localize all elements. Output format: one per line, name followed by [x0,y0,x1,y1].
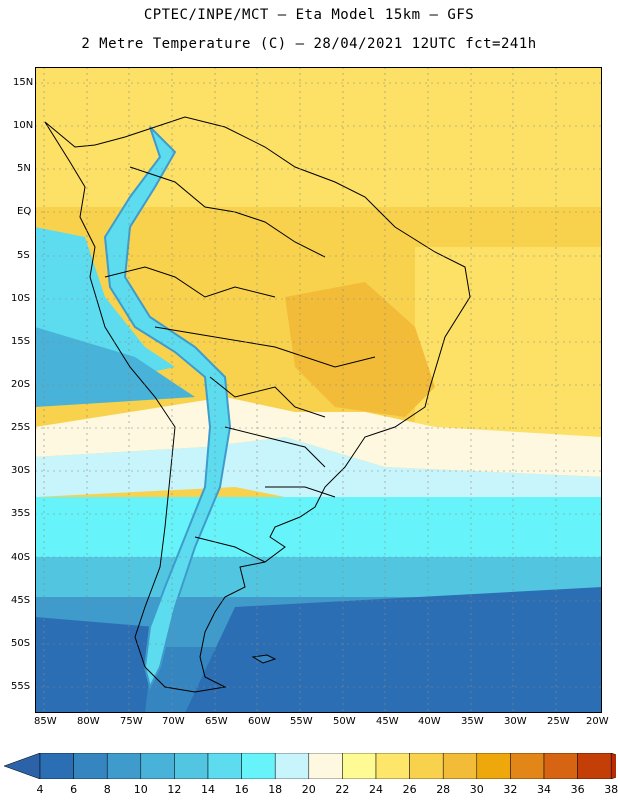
colorbar-cell [174,753,209,779]
colorbar-cell [274,753,310,779]
colorbar-tick-label: 14 [201,783,215,796]
colorbar-cell [308,753,343,779]
lon-label: 35W [461,716,484,727]
lat-label: 55S [11,681,31,692]
colorbar-tick-label: 34 [537,783,551,796]
colorbar-tick-label: 38 [604,783,618,796]
colorbar-cell [73,753,108,779]
lat-label: 20S [11,379,31,390]
colorbar-cell [476,753,511,779]
lat-label: 40S [11,552,31,563]
colorbar-cell [342,753,377,779]
colorbar [4,753,616,779]
lon-label: 45W [376,716,399,727]
colorbar-cell [409,753,444,779]
colorbar-cell [375,753,410,779]
colorbar-cell [577,753,612,779]
colorbar-arrow-low [4,753,41,779]
lat-label: 5N [17,163,31,174]
lon-label: 55W [290,716,313,727]
colorbar-tick-label: 20 [301,783,316,796]
colorbar-cell [140,753,175,779]
lat-label: 35S [11,508,31,519]
colorbar-tick-label: 10 [133,783,148,796]
lat-label: 25S [11,422,31,433]
zone-pale-band [35,397,602,477]
lat-label: 45S [11,595,31,606]
colorbar-tick-label: 30 [469,783,484,796]
colorbar-cell [106,753,142,779]
lon-label: 20W [586,716,609,727]
map-frame [35,67,602,713]
grid-lines [35,67,602,713]
lon-label: 85W [34,716,57,727]
lat-label: 15S [11,336,31,347]
colorbar-tick-label: 12 [167,783,182,796]
colorbar-cell [207,753,242,779]
lat-label: 15N [13,77,34,88]
zone-pacific-cyan-2 [35,327,195,407]
colorbar-tick-label: 16 [234,783,249,796]
colorbar-tick-label: 22 [335,783,350,796]
lat-label: EQ [17,206,32,217]
lat-label: 5S [17,250,30,261]
lat-label: 10S [11,293,31,304]
zone-darkest-blue [185,587,602,713]
colorbar-tick-label: 6 [70,783,78,796]
zone-cyan [35,497,602,557]
colorbar-tick-label: 32 [503,783,518,796]
lat-label: 10N [13,120,34,131]
zone-pacific-deep [35,617,155,713]
colorbar-cell [442,753,478,779]
lon-label: 25W [547,716,570,727]
temperature-map [35,67,602,713]
lon-label: 30W [504,716,527,727]
colorbar-tick-label: 36 [570,783,585,796]
andes-ridge [103,126,232,690]
lon-label: 40W [418,716,441,727]
colorbar-cell [543,753,578,779]
lon-label: 75W [120,716,143,727]
lon-label: 60W [248,716,271,727]
colorbar-cell [241,753,276,779]
lon-label: 80W [77,716,100,727]
lat-label: 30S [11,465,31,476]
falkland-islands [251,654,277,664]
title-line-1: CPTEC/INPE/MCT – Eta Model 15km – GFS [143,7,475,23]
colorbar-tick-label: 4 [36,783,44,796]
zone-interior-hot [285,282,435,417]
title-line-2: 2 Metre Temperature (C) – 28/04/2021 12U… [81,36,537,52]
lon-label: 70W [162,716,185,727]
lat-label: 50S [11,638,31,649]
lon-label: 65W [205,716,228,727]
zone-north [35,67,602,207]
colorbar-arrow-high [610,753,616,779]
colorbar-tick-label: 18 [268,783,283,796]
colorbar-cell [510,753,545,779]
zone-mid-blue [35,557,602,597]
colorbar-tick-label: 24 [369,783,383,796]
coastlines [44,116,471,693]
colorbar-cell [39,753,74,779]
colorbar-tick-label: 26 [402,783,417,796]
colorbar-tick-label: 8 [103,783,111,796]
lon-label: 50W [333,716,356,727]
colorbar-tick-label: 28 [436,783,451,796]
